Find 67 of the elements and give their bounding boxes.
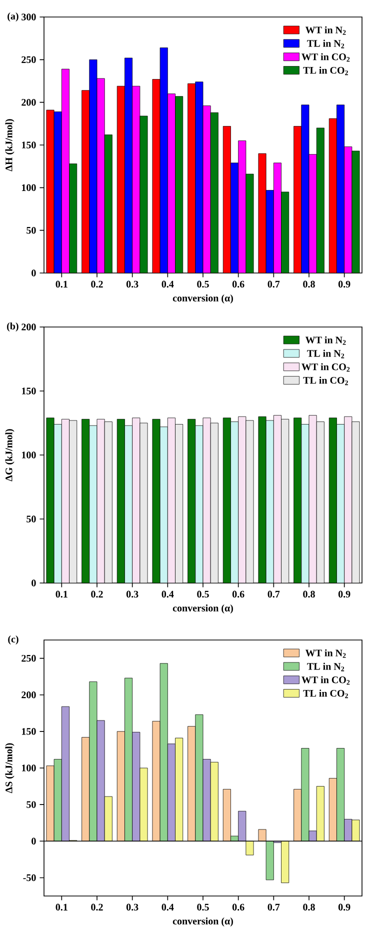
x-tick-label: 0.8 (303, 590, 315, 598)
y-tick-label: 250 (22, 654, 36, 662)
y-tick-label: -50 (23, 874, 36, 882)
legend-label: WT in N$_{2}$ (305, 649, 346, 658)
x-tick-label: 0.2 (91, 904, 103, 911)
y-tick-label: 150 (22, 388, 36, 394)
x-tick-label: 0.2 (91, 590, 103, 598)
y-tick-label: 200 (22, 691, 36, 698)
legend-label: WT in CO$_{2}$ (302, 676, 350, 685)
legend-label: TL in N$_{2}$ (307, 350, 344, 358)
x-tick-label: 0.5 (197, 904, 209, 911)
x-tick-label: 0.7 (268, 590, 280, 598)
legend-label: WT in CO$_{2}$ (302, 363, 350, 372)
x-tick-label: 0.6 (232, 590, 244, 598)
y-tick-label: 50 (26, 516, 36, 522)
legend-label: TL in N$_{2}$ (307, 40, 344, 48)
x-axis-title: conversion (α) (172, 917, 233, 927)
legend-label: WT in CO$_{2}$ (302, 53, 350, 62)
x-tick-label: 0.7 (268, 280, 280, 288)
x-tick-label: 0.6 (232, 280, 244, 288)
legend-label: WT in N$_{2}$ (305, 26, 346, 35)
y-tick-label: 250 (22, 56, 36, 64)
y-tick-label: 150 (22, 728, 36, 735)
x-tick-label: 0.5 (197, 280, 209, 288)
legend-label: TL in CO$_{2}$ (303, 376, 348, 386)
x-tick-label: 0.3 (126, 904, 138, 911)
y-tick-label: 100 (22, 452, 36, 458)
x-tick-label: 0.9 (338, 280, 350, 288)
y-tick-label: 100 (22, 184, 36, 192)
text: (c) (8, 635, 18, 645)
x-tick-label: 0.6 (232, 904, 244, 911)
x-tick-label: 0.9 (338, 590, 350, 598)
y-tick-label: 100 (22, 764, 36, 772)
y-axis-title: ΔS (kJ/mol) (5, 743, 14, 794)
x-tick-label: 0.4 (162, 590, 174, 598)
legend-label: WT in N$_{2}$ (305, 336, 346, 345)
y-tick-label: 150 (22, 142, 36, 148)
x-tick-label: 0.4 (162, 280, 174, 288)
y-tick-label: 300 (22, 14, 36, 20)
text: (b) (7, 322, 18, 332)
x-tick-label: 0.2 (91, 280, 103, 288)
x-tick-label: 0.9 (338, 904, 350, 911)
y-axis-title: ΔG (kJ/mol) (5, 429, 14, 482)
x-tick-label: 0.5 (197, 590, 209, 598)
x-tick-label: 0.1 (56, 904, 68, 911)
x-tick-label: 0.8 (303, 280, 315, 288)
y-axis-title: ΔH (kJ/mol) (5, 119, 14, 172)
y-tick-label: 200 (22, 98, 36, 106)
x-tick-label: 0.1 (56, 590, 68, 598)
y-tick-label: 50 (26, 226, 36, 234)
x-tick-label: 0.1 (56, 280, 68, 288)
y-tick-label: 0 (32, 270, 36, 276)
text: (a) (8, 12, 18, 22)
y-tick-label: 200 (22, 324, 36, 330)
legend-label: TL in CO$_{2}$ (303, 66, 348, 76)
legend-label: TL in N$_{2}$ (307, 662, 344, 672)
x-axis-title: conversion (α) (172, 604, 233, 614)
x-tick-label: 0.4 (162, 904, 174, 911)
x-tick-label: 0.7 (268, 904, 280, 911)
x-axis-title: conversion (α) (172, 294, 233, 304)
y-tick-label: 0 (32, 838, 36, 845)
y-tick-label: 0 (32, 580, 36, 586)
x-tick-label: 0.3 (126, 280, 138, 288)
x-tick-label: 0.3 (126, 590, 138, 598)
x-tick-label: 0.8 (303, 904, 315, 911)
y-tick-label: 50 (26, 801, 36, 808)
legend-label: TL in CO$_{2}$ (303, 690, 348, 698)
